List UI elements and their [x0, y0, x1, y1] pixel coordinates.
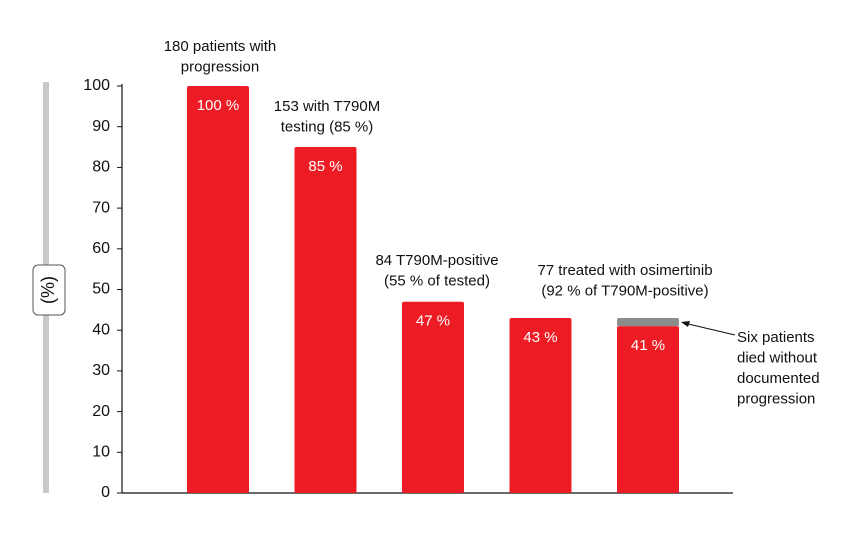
value-label: 41 % [631, 337, 665, 354]
y-tick-label: 30 [92, 362, 110, 379]
y-tick-label: 70 [92, 199, 110, 216]
annotation: documented [737, 370, 820, 387]
y-tick-label: 10 [92, 444, 110, 461]
annotation: 84 T790M-positive [375, 252, 498, 269]
arrow-head [681, 321, 690, 327]
y-tick-label: 20 [92, 403, 110, 420]
value-label: 47 % [416, 313, 450, 330]
y-tick-label: 90 [92, 118, 110, 135]
value-label: 43 % [523, 329, 557, 346]
y-tick-label: 60 [92, 240, 110, 257]
y-tick-label: 80 [92, 159, 110, 176]
annotation: testing (85 %) [281, 118, 374, 135]
annotation: 77 treated with osimertinib [537, 262, 712, 279]
value-label: 100 % [197, 97, 240, 114]
bar [402, 301, 464, 493]
bar [617, 317, 679, 327]
y-tick-label: 40 [92, 321, 110, 338]
y-tick-label: 0 [101, 484, 110, 501]
ylabel-box [32, 264, 66, 316]
bar [509, 317, 572, 493]
y-axis-label: (%) [38, 276, 58, 304]
annotation: (55 % of tested) [384, 272, 490, 289]
annotation: Six patients [737, 329, 815, 346]
annotation: 180 patients with [164, 38, 277, 55]
arrow-line [683, 322, 736, 336]
y-tick-label: 100 [83, 77, 110, 94]
bar [187, 86, 249, 493]
bar [617, 326, 679, 493]
annotation: died without [737, 349, 818, 366]
bar [294, 147, 357, 494]
value-label: 85 % [308, 158, 342, 175]
annotation: progression [737, 390, 815, 407]
y-tick-label: 50 [92, 281, 110, 298]
annotation: (92 % of T790M-positive) [541, 282, 708, 299]
annotation: progression [181, 58, 259, 75]
annotation: 153 with T790M [274, 98, 380, 115]
